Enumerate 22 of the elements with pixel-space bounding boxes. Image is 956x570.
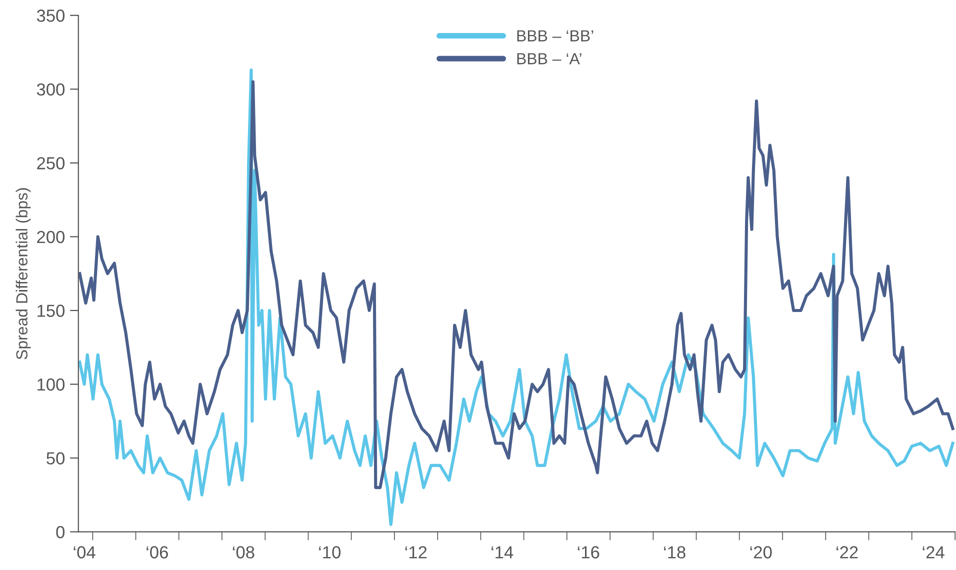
x-tick-label: ‘24 <box>922 546 944 558</box>
y-tick-label: 150 <box>38 304 65 317</box>
y-tick-label: 300 <box>36 83 65 96</box>
x-tick-label: ‘18 <box>664 546 686 558</box>
x-tick-label: ‘12 <box>405 546 427 558</box>
y-tick-label: 50 <box>46 452 65 464</box>
y-tick-label: 350 <box>36 10 65 22</box>
y-tick-label: 200 <box>37 230 65 244</box>
x-tick-label: ‘08 <box>232 546 254 558</box>
x-tick-label: ‘06 <box>146 546 168 558</box>
legend-label: BBB – ‘BB’ <box>517 30 594 42</box>
x-tick-label: ‘10 <box>319 546 341 558</box>
x-tick-label: ‘14 <box>492 546 514 558</box>
y-tick-label: 250 <box>37 157 65 170</box>
y-tick-label: 0 <box>56 526 65 538</box>
x-tick-label: ‘04 <box>74 546 96 558</box>
x-tick-label: ‘20 <box>750 546 772 558</box>
x-tick-label: ‘22 <box>836 546 858 558</box>
legend-label: BBB – ‘A’ <box>517 53 582 64</box>
y-tick-label: 100 <box>38 378 65 391</box>
y-axis-title: Spread Differential (bps) <box>16 188 31 360</box>
x-tick-label: ‘16 <box>578 546 600 558</box>
